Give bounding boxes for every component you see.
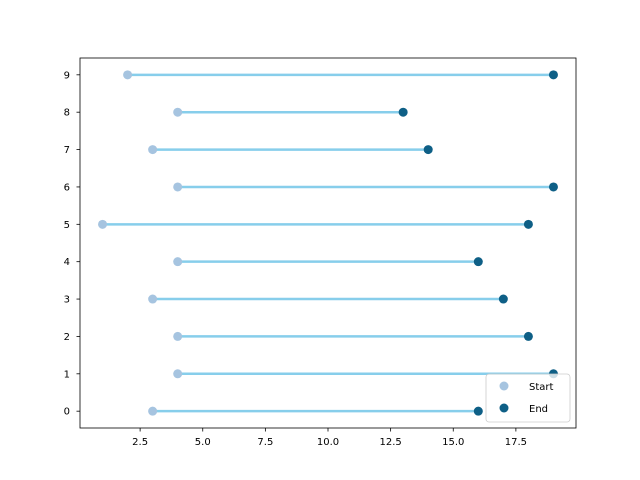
start-point-7 (148, 145, 158, 155)
start-point-0 (148, 406, 158, 416)
legend: Start End (485, 373, 571, 423)
legend-end-label: End (529, 404, 548, 415)
y-tick-label: 4 (64, 257, 70, 268)
y-tick-label: 5 (64, 220, 70, 231)
y-axis: 0 1 2 3 4 5 6 7 8 9 (64, 70, 80, 418)
x-tick-label: 10.0 (317, 437, 339, 448)
x-tick-label: 17.5 (505, 437, 527, 448)
end-point-3 (498, 294, 508, 304)
y-tick-label: 2 (64, 332, 70, 343)
start-point-1 (173, 369, 183, 379)
start-point-9 (123, 70, 133, 80)
end-point-8 (398, 107, 408, 117)
y-tick-label: 7 (64, 145, 70, 156)
x-tick-label: 12.5 (379, 437, 401, 448)
start-point-4 (173, 257, 183, 267)
y-tick-label: 1 (64, 369, 70, 380)
end-point-5 (523, 219, 533, 229)
y-tick-label: 3 (64, 295, 70, 306)
y-tick-label: 8 (64, 108, 70, 119)
start-point-2 (173, 331, 183, 341)
legend-start-marker (499, 381, 509, 391)
x-axis: 2.5 5.0 7.5 10.0 12.5 15.0 17.5 (132, 428, 527, 448)
y-tick-label: 9 (64, 70, 70, 81)
end-point-7 (423, 145, 433, 155)
start-point-6 (173, 182, 183, 192)
legend-start-label: Start (529, 382, 554, 393)
end-point-0 (473, 406, 483, 416)
end-point-4 (473, 257, 483, 267)
start-point-5 (98, 219, 108, 229)
end-point-9 (548, 70, 558, 80)
start-point-3 (148, 294, 158, 304)
x-tick-label: 15.0 (442, 437, 464, 448)
legend-end-marker (499, 403, 509, 413)
legend-box (485, 373, 571, 423)
y-tick-label: 0 (64, 407, 70, 418)
x-tick-label: 5.0 (195, 437, 211, 448)
x-tick-label: 2.5 (132, 437, 148, 448)
x-tick-label: 7.5 (257, 437, 273, 448)
y-tick-label: 6 (64, 182, 70, 193)
end-point-2 (523, 331, 533, 341)
start-point-8 (173, 107, 183, 117)
end-point-6 (548, 182, 558, 192)
